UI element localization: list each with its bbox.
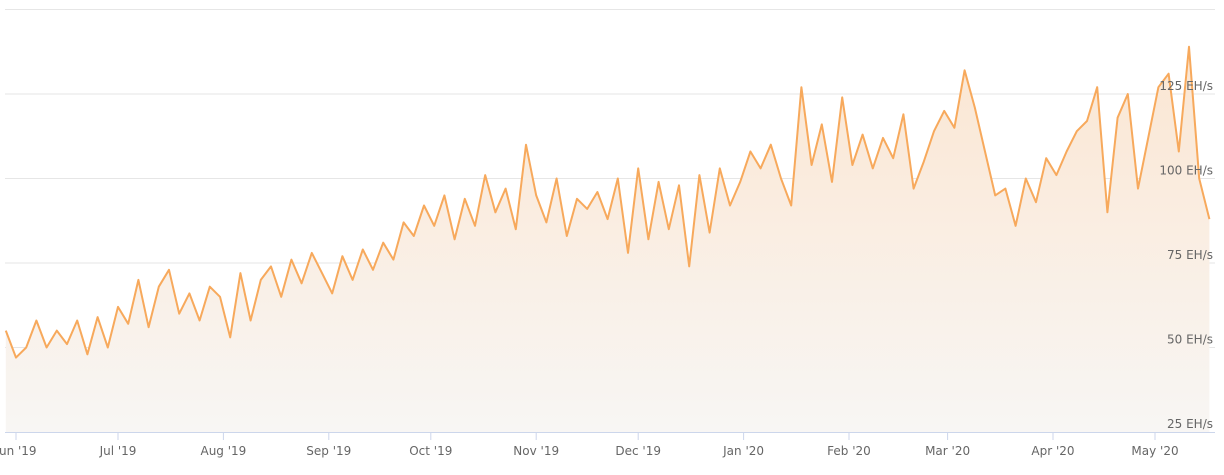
x-tick-label: Jun '19 <box>0 444 37 458</box>
x-tick-label: May '20 <box>1131 444 1178 458</box>
x-tick-label: Mar '20 <box>925 444 970 458</box>
series-line[interactable] <box>4 45 1211 359</box>
x-tick-label: Nov '19 <box>513 444 559 458</box>
x-tick-label: Dec '19 <box>615 444 661 458</box>
y-tick-label: 50 EH/s <box>1167 333 1213 347</box>
y-tick-label: 100 EH/s <box>1159 164 1213 178</box>
y-axis-labels: 25 EH/s 50 EH/s 75 EH/s 100 EH/s 125 EH/s <box>1159 79 1213 431</box>
x-tick-label: Feb '20 <box>827 444 871 458</box>
x-tick-label: Apr '20 <box>1031 444 1074 458</box>
x-tick-label: Sep '19 <box>306 444 351 458</box>
x-axis-ticks: Jun '19 Jul '19 Aug '19 Sep '19 Oct '19 Nov '… <box>0 432 1179 458</box>
y-tick-label: 75 EH/s <box>1167 248 1213 262</box>
y-tick-label: 25 EH/s <box>1167 417 1213 431</box>
x-tick-label: Oct '19 <box>409 444 452 458</box>
x-tick-label: Jul '19 <box>99 444 137 458</box>
x-tick-label: Aug '19 <box>200 444 246 458</box>
y-tick-label: 125 EH/s <box>1159 79 1213 93</box>
x-tick-label: Jan '20 <box>722 444 764 458</box>
series-area-fill <box>5 46 1210 432</box>
